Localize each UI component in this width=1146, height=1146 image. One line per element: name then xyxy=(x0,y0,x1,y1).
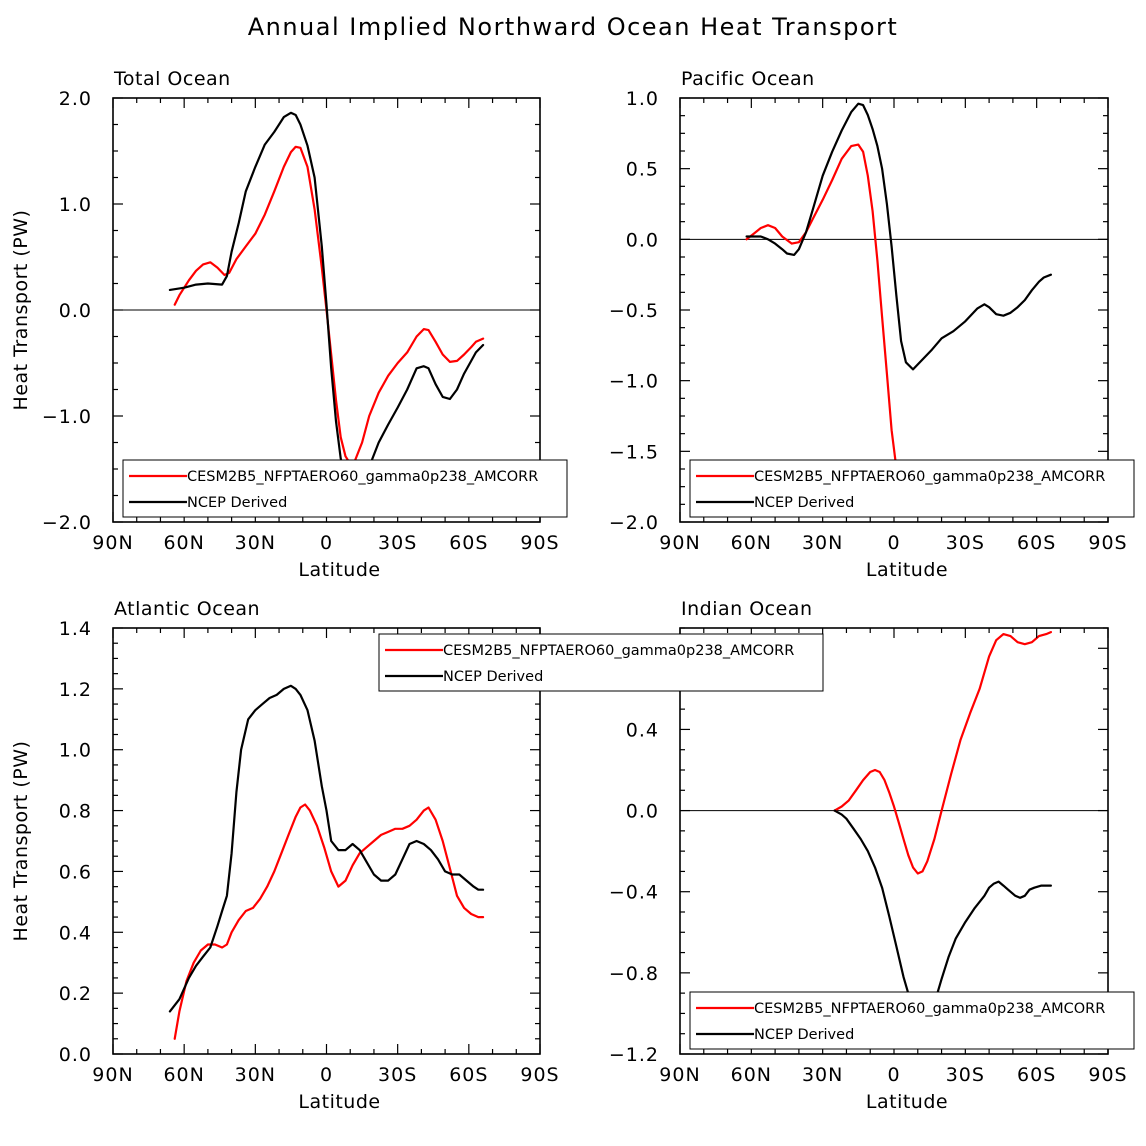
panel-title: Atlantic Ocean xyxy=(114,598,260,620)
x-tick-label: 90S xyxy=(1088,532,1127,554)
legend-total: CESM2B5_NFPTAERO60_gamma0p238_AMCORR NCEP… xyxy=(122,459,568,518)
x-axis-label: Latitude xyxy=(866,559,948,581)
figure-title: Annual Implied Northward Ocean Heat Tran… xyxy=(248,13,899,41)
y-tick-label: −2.0 xyxy=(42,512,92,534)
x-tick-label: 90S xyxy=(1088,1064,1127,1086)
legend-label-ncep: NCEP Derived xyxy=(187,495,287,511)
x-axis-label: Latitude xyxy=(866,1091,948,1113)
x-tick-label: 60S xyxy=(1017,532,1056,554)
y-tick-label: −1.2 xyxy=(609,1044,659,1066)
legend-label-cesm2: CESM2B5_NFPTAERO60_gamma0p238_AMCORR xyxy=(754,469,1105,485)
x-tick-label: 0 xyxy=(887,1064,900,1086)
y-tick-label: −0.5 xyxy=(609,300,659,322)
y-tick-label: 0.5 xyxy=(626,159,659,181)
legend-box xyxy=(689,459,1135,518)
y-tick-label: 0.0 xyxy=(59,300,92,322)
panel-title: Pacific Ocean xyxy=(681,68,815,90)
y-tick-label: −2.0 xyxy=(609,512,659,534)
x-tick-label: 0 xyxy=(320,532,333,554)
y-tick-label: 1.4 xyxy=(59,618,92,640)
series-line-ncep xyxy=(745,102,1052,371)
y-tick-label: −1.5 xyxy=(609,441,659,463)
legend-box xyxy=(122,459,568,518)
y-tick-label: 1.2 xyxy=(59,679,92,701)
panel-atlantic: 90N 60N 30N 0 30S 60S 90S 0.0 0.2 0.4 0.6 0.8 1.0 1.2… xyxy=(10,598,559,1113)
series-line-cesm2 xyxy=(173,145,485,465)
x-tick-label: 60S xyxy=(449,1064,488,1086)
legend-label-ncep: NCEP Derived xyxy=(443,669,543,685)
x-tick-label: 30S xyxy=(946,1064,985,1086)
x-tick-label: 30S xyxy=(378,1064,417,1086)
panel-title: Indian Ocean xyxy=(681,598,813,620)
legend-pacific: CESM2B5_NFPTAERO60_gamma0p238_AMCORR NCEP… xyxy=(689,459,1135,518)
y-tick-label: 0.0 xyxy=(626,801,659,823)
y-tick-label: −0.8 xyxy=(609,963,659,985)
series-line-ncep xyxy=(168,111,485,490)
x-tick-label: 60N xyxy=(163,1064,204,1086)
y-tick-label: 0.0 xyxy=(59,1044,92,1066)
legend-label-ncep: NCEP Derived xyxy=(754,1027,854,1043)
panel-title: Total Ocean xyxy=(113,68,231,90)
y-axis-label: Heat Transport (PW) xyxy=(10,210,32,411)
legend-box xyxy=(378,633,824,692)
series-line-ncep xyxy=(168,684,485,1013)
x-tick-label: 60N xyxy=(731,1064,772,1086)
x-tick-label: 0 xyxy=(320,1064,333,1086)
legend-label-cesm2: CESM2B5_NFPTAERO60_gamma0p238_AMCORR xyxy=(443,643,794,659)
legend-atlantic: CESM2B5_NFPTAERO60_gamma0p238_AMCORR NCEP… xyxy=(378,633,824,692)
panel-total: 90N 60N 30N 0 30S 60S 90S −2.0 −1.0 0.0 1.0 2.0 Tota… xyxy=(10,68,559,581)
y-tick-label: 0.6 xyxy=(59,861,92,883)
x-tick-label: 60S xyxy=(1017,1064,1056,1086)
x-axis-label: Latitude xyxy=(298,559,380,581)
x-tick-label: 60S xyxy=(449,532,488,554)
y-tick-label: 0.8 xyxy=(59,801,92,823)
x-tick-label: 90N xyxy=(92,1064,133,1086)
y-tick-label: 0.4 xyxy=(626,719,659,741)
series-line-cesm2 xyxy=(173,803,485,1040)
x-tick-label: 0 xyxy=(887,532,900,554)
x-tick-label: 30S xyxy=(378,532,417,554)
legend-indian: CESM2B5_NFPTAERO60_gamma0p238_AMCORR NCEP… xyxy=(689,991,1135,1050)
y-tick-label: 0.2 xyxy=(59,983,92,1005)
x-tick-label: 60N xyxy=(163,532,204,554)
y-tick-label: −1.0 xyxy=(42,406,92,428)
legend-box xyxy=(689,991,1135,1050)
y-tick-label: 0.4 xyxy=(59,922,92,944)
x-axis-label: Latitude xyxy=(298,1091,380,1113)
x-tick-label: 90S xyxy=(520,1064,559,1086)
x-tick-label: 30N xyxy=(802,1064,843,1086)
y-tick-label: 1.0 xyxy=(626,88,659,110)
panel-indian: 90N60N30N030S60S90S−1.2−0.8−0.40.00.40.8… xyxy=(609,598,1127,1113)
series-line-ncep xyxy=(833,809,1052,1025)
x-tick-label: 30N xyxy=(235,1064,276,1086)
series-line-cesm2 xyxy=(833,631,1052,875)
y-tick-label: 2.0 xyxy=(59,88,92,110)
x-tick-label: 90N xyxy=(92,532,133,554)
y-tick-label: 1.0 xyxy=(59,740,92,762)
plot-frame xyxy=(112,627,541,1055)
legend-label-cesm2: CESM2B5_NFPTAERO60_gamma0p238_AMCORR xyxy=(754,1001,1105,1017)
plot-frame xyxy=(679,627,1109,1055)
plot-frame xyxy=(679,97,1109,523)
legend-label-cesm2: CESM2B5_NFPTAERO60_gamma0p238_AMCORR xyxy=(187,469,538,485)
x-tick-label: 90N xyxy=(659,1064,700,1086)
y-axis-label: Heat Transport (PW) xyxy=(10,741,32,942)
x-tick-label: 60N xyxy=(731,532,772,554)
y-tick-label: 1.0 xyxy=(59,194,92,216)
x-tick-label: 90S xyxy=(520,532,559,554)
x-tick-label: 30N xyxy=(235,532,276,554)
x-tick-label: 30S xyxy=(946,532,985,554)
y-tick-label: −1.0 xyxy=(609,371,659,393)
x-tick-label: 90N xyxy=(659,532,700,554)
x-tick-label: 30N xyxy=(802,532,843,554)
legend-label-ncep: NCEP Derived xyxy=(754,495,854,511)
y-tick-label: 0.0 xyxy=(626,229,659,251)
y-tick-label: −0.4 xyxy=(609,882,659,904)
